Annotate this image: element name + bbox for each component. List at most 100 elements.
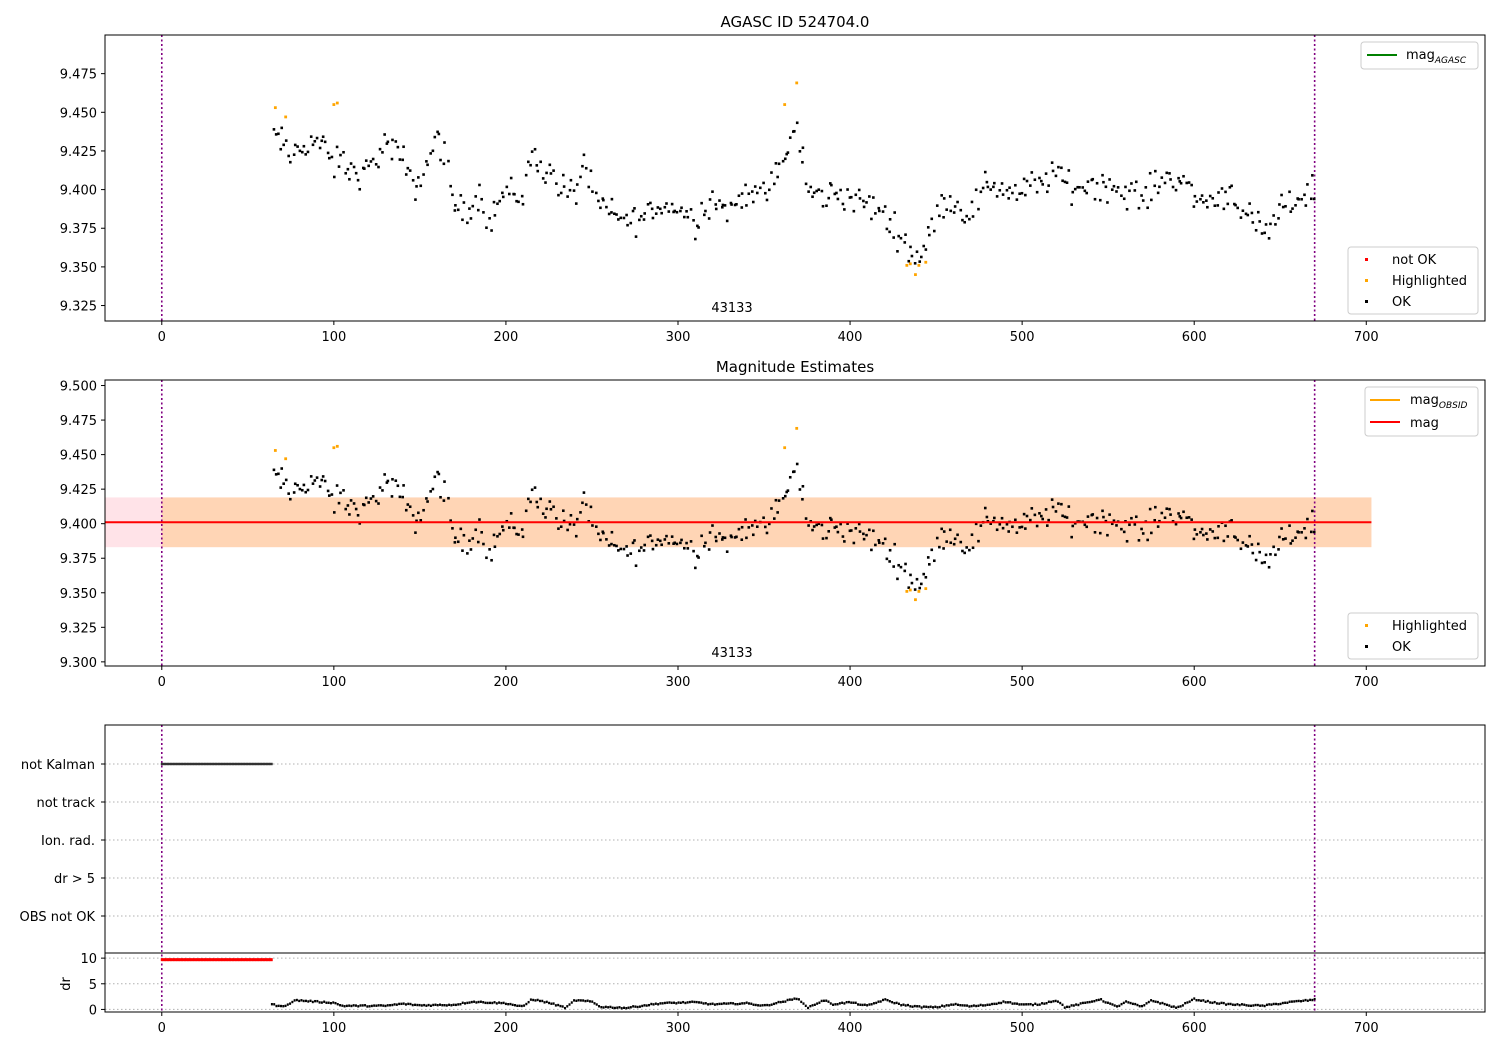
flag-mark: [262, 762, 265, 766]
svg-text:100: 100: [321, 675, 346, 690]
ok-point: [874, 212, 877, 215]
dr-point: [791, 998, 794, 1001]
dr-red-mark: [253, 958, 256, 962]
ok-point: [1045, 190, 1049, 194]
ok-point: [402, 145, 405, 149]
ok-point: [610, 211, 613, 214]
ok-point: [272, 128, 276, 131]
ok-point: [566, 528, 569, 532]
dr-point: [1138, 1004, 1141, 1008]
dr-point: [897, 1002, 900, 1005]
dr-red-mark: [224, 958, 227, 962]
ok-point: [673, 209, 677, 213]
ok-point: [868, 195, 871, 198]
dr-point: [398, 1002, 401, 1006]
ok-point: [320, 139, 324, 143]
ok-point: [1148, 171, 1152, 175]
ok-point: [700, 534, 703, 538]
dr-point: [1038, 1003, 1041, 1006]
dr-point: [375, 1004, 378, 1007]
ok-point: [1063, 515, 1067, 519]
dr-point: [870, 1003, 873, 1006]
dr-red-mark: [269, 958, 272, 962]
ok-point: [461, 549, 464, 552]
ok-point: [679, 541, 682, 545]
dr-point: [320, 1001, 323, 1004]
ok-point: [692, 218, 695, 222]
ok-point: [820, 189, 824, 193]
ok-point: [521, 535, 525, 539]
ok-point: [539, 497, 542, 501]
dr-point: [1190, 998, 1193, 1002]
ok-point: [718, 199, 721, 202]
ok-point: [468, 539, 471, 542]
ok-point: [613, 212, 616, 216]
ok-point: [865, 201, 868, 204]
legend2-ok-marker: [1365, 645, 1368, 648]
ok-point: [490, 558, 493, 562]
svg-text:100: 100: [321, 330, 346, 345]
ok-point: [401, 158, 405, 162]
dr-point: [1013, 1002, 1016, 1005]
dr-point: [1016, 1002, 1019, 1005]
ok-point: [1168, 507, 1171, 511]
ok-point: [1199, 197, 1202, 201]
ok-point: [520, 194, 524, 198]
dr-point: [907, 1003, 910, 1007]
dr-point: [1043, 1002, 1046, 1005]
ok-point: [277, 132, 280, 136]
dr-point: [916, 1005, 919, 1008]
ok-point: [956, 200, 959, 204]
ok-point: [858, 530, 862, 533]
ok-point: [555, 182, 558, 185]
ok-point: [1216, 204, 1220, 207]
svg-text:Ion. rad.: Ion. rad.: [41, 834, 95, 849]
ok-point: [615, 213, 618, 216]
ok-point: [872, 529, 875, 533]
ok-point: [940, 527, 943, 531]
ok-point: [1163, 181, 1167, 185]
ok-point: [356, 178, 360, 182]
ok-point: [825, 536, 828, 540]
dr-point: [486, 1001, 489, 1005]
dr-tick: 5: [89, 978, 105, 993]
ok-point: [330, 155, 334, 159]
flag-mark: [239, 762, 242, 766]
ok-point: [658, 539, 662, 543]
ok-point: [755, 191, 759, 195]
dr-red-mark: [261, 958, 264, 962]
ok-point: [1104, 185, 1108, 189]
svg-text:200: 200: [494, 675, 519, 690]
dr-point: [825, 999, 828, 1002]
dr-red-mark: [239, 958, 242, 962]
ok-point: [378, 147, 382, 151]
dr-red-mark: [259, 958, 262, 962]
dr-point: [829, 1002, 832, 1005]
ok-point: [1153, 184, 1157, 188]
ok-point: [1260, 232, 1264, 235]
dr-point: [1072, 1004, 1075, 1007]
ok-point: [989, 188, 993, 191]
svg-text:500: 500: [1010, 1021, 1035, 1036]
dr-point: [495, 1002, 498, 1005]
flag-tick: not track: [36, 796, 105, 811]
ok-point: [437, 472, 441, 476]
ok-point: [535, 500, 539, 504]
flag-tick: not Kalman: [21, 758, 105, 773]
ok-point: [910, 581, 914, 585]
ok-point: [849, 195, 853, 199]
dr-point: [570, 1001, 573, 1004]
ok-point: [862, 537, 866, 541]
legend-highlighted-marker: [1365, 279, 1368, 282]
dr-point: [359, 1004, 362, 1007]
ok-point: [903, 241, 907, 244]
ok-point: [1291, 539, 1294, 543]
dr-red-mark: [236, 958, 239, 962]
dr-point: [797, 998, 800, 1001]
ok-point: [1124, 185, 1127, 189]
ok-point: [501, 528, 505, 532]
ok-point: [1098, 198, 1102, 202]
highlighted-point: [783, 103, 787, 106]
ok-point: [1289, 210, 1293, 213]
ok-point: [922, 572, 926, 576]
